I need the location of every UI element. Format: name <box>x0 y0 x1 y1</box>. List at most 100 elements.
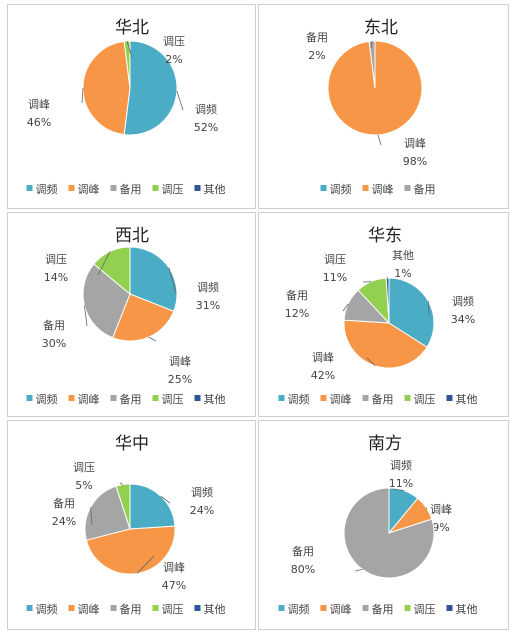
legend-swatch <box>446 605 453 611</box>
slice-label-name: 备用 <box>53 496 75 510</box>
slice-label-name: 备用 <box>292 544 314 558</box>
slice-label-value: 24% <box>52 515 76 528</box>
legend-swatch <box>446 395 453 401</box>
leader-line <box>176 90 184 111</box>
legend-label: 调压 <box>414 393 436 406</box>
pie-slice-调频 <box>123 40 178 136</box>
pie-slice-备用 <box>82 263 131 339</box>
legend-label: 调压 <box>414 603 436 616</box>
legend-label: 备用 <box>414 182 436 196</box>
legend-swatch <box>362 605 369 611</box>
leader-line <box>168 267 177 294</box>
slice-label-value: 30% <box>42 337 66 350</box>
pie-slice-调峰 <box>82 40 131 136</box>
legend-label: 调峰 <box>78 393 100 406</box>
legend-swatch <box>362 395 369 401</box>
legend-label: 调压 <box>162 603 184 616</box>
legend-swatch <box>110 185 117 191</box>
legend-swatch <box>194 185 201 191</box>
legend-swatch <box>194 605 201 611</box>
legend-label: 其他 <box>204 393 226 406</box>
slice-label-name: 调压 <box>163 35 185 48</box>
legend-label: 备用 <box>120 182 142 196</box>
legend-label: 调压 <box>162 393 184 406</box>
slice-label-value: 12% <box>285 307 309 320</box>
legend-swatch <box>404 185 411 191</box>
legend-label: 其他 <box>204 603 226 616</box>
slice-label-name: 调峰 <box>169 355 191 368</box>
slice-label-name: 调频 <box>390 458 412 472</box>
legend-swatch <box>404 605 411 611</box>
legend-swatch <box>26 605 33 611</box>
chart-panel-huadong: 华东 调频 34% 调峰 42% 备用 12% 调压 11% 其他 1% 调频 调峰 备用 调压 其他 <box>258 212 509 417</box>
pie-slice-调压 <box>123 40 131 89</box>
pie-slice-调峰 <box>343 319 428 369</box>
legend-label: 备用 <box>372 602 394 616</box>
leader-line <box>354 569 363 572</box>
slice-label-name: 备用 <box>286 288 308 302</box>
legend-label: 备用 <box>120 602 142 616</box>
slice-label-value: 46% <box>27 116 51 129</box>
legend-swatch <box>404 395 411 401</box>
legend-swatch <box>362 185 369 191</box>
slice-label-name: 备用 <box>306 30 328 44</box>
leader-line <box>377 134 382 146</box>
slice-label-name: 调峰 <box>404 137 426 150</box>
leader-line <box>119 482 124 485</box>
legend-swatch <box>194 395 201 401</box>
chart-title: 华东 <box>368 226 402 246</box>
slice-label-value: 11% <box>323 271 347 284</box>
leader-line <box>425 507 428 510</box>
legend-label: 调频 <box>36 182 58 196</box>
slice-label-name: 其他 <box>392 249 414 262</box>
legend-label: 其他 <box>456 603 478 616</box>
legend-swatch <box>110 605 117 611</box>
slice-label-name: 调压 <box>73 461 95 474</box>
slice-label-value: 9% <box>432 521 449 534</box>
chart-title: 华北 <box>115 18 149 38</box>
legend-swatch <box>278 605 285 611</box>
leader-line <box>148 336 157 342</box>
legend-label: 调频 <box>330 182 352 196</box>
leader-line <box>97 251 111 276</box>
slice-label-value: 5% <box>75 479 92 492</box>
slice-label-value: 34% <box>451 313 475 326</box>
slice-label-name: 调频 <box>195 102 217 116</box>
chart-panel-xibei: 西北 调频 31% 调峰 25% 备用 30% 调压 14% 调频 调峰 备用 调压 其他 <box>7 212 256 417</box>
chart-panel-huazhong: 华中 调频 24% 调峰 47% 备用 24% 调压 5% 调频 调峰 备用 调压 其他 <box>7 420 256 630</box>
chart-title: 华中 <box>115 434 149 454</box>
slice-label-value: 2% <box>308 49 325 62</box>
legend-label: 其他 <box>456 393 478 406</box>
slice-label-name: 调压 <box>324 253 346 266</box>
legend-label: 调频 <box>288 392 310 406</box>
pie-slice-调频 <box>129 483 176 530</box>
slice-label-value: 2% <box>165 53 182 66</box>
slice-label-value: 98% <box>403 155 427 168</box>
slice-label-name: 调压 <box>45 253 67 266</box>
slice-label-value: 80% <box>291 563 315 576</box>
leader-line <box>136 555 155 574</box>
pie-slice-调峰 <box>112 293 175 342</box>
slice-label-value: 25% <box>168 373 192 386</box>
legend-label: 调峰 <box>330 603 352 616</box>
slice-label-name: 调峰 <box>163 561 185 574</box>
legend-swatch <box>68 395 75 401</box>
legend-swatch <box>26 185 33 191</box>
slice-label-name: 调频 <box>191 485 213 499</box>
legend-label: 调峰 <box>78 183 100 196</box>
legend-swatch <box>320 395 327 401</box>
legend-swatch <box>26 395 33 401</box>
legend-label: 调频 <box>36 602 58 616</box>
leader-line <box>370 41 373 49</box>
legend-label: 其他 <box>204 183 226 196</box>
legend-swatch <box>152 185 159 191</box>
slice-label-value: 1% <box>394 267 411 280</box>
slice-label-value: 14% <box>44 271 68 284</box>
legend-swatch <box>320 605 327 611</box>
slice-label-value: 11% <box>389 477 413 490</box>
slice-label-value: 31% <box>196 299 220 312</box>
